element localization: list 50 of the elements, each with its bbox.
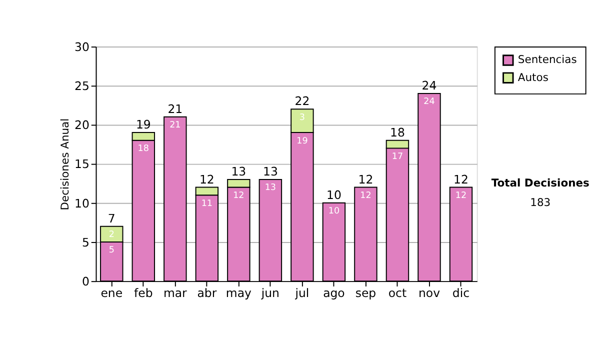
y-tick-label: 20 — [74, 118, 90, 132]
data-label: 12 — [455, 191, 467, 202]
total-label: 10 — [326, 188, 342, 202]
total-label: 12 — [358, 172, 374, 186]
x-tick-label: oct — [388, 286, 407, 300]
y-tick-label: 25 — [74, 79, 90, 94]
x-tick-label: abr — [197, 286, 217, 300]
data-label: 18 — [138, 144, 149, 154]
data-label: 13 — [264, 183, 276, 194]
total-label: 21 — [168, 102, 183, 116]
data-label: 10 — [328, 206, 340, 217]
data-label: 3 — [299, 112, 305, 123]
x-tick-label: ene — [100, 286, 123, 300]
x-tick-label: dic — [452, 286, 470, 300]
y-tick-label: 0 — [82, 274, 90, 288]
x-tick-label: may — [226, 286, 252, 300]
legend-label: Sentencias — [518, 53, 578, 66]
text: Total Decisiones — [491, 176, 590, 190]
x-tick-label: mar — [163, 286, 188, 300]
data-label: 12 — [360, 191, 372, 202]
y-tick-label: 10 — [74, 196, 90, 210]
x-tick-label: jun — [260, 286, 280, 300]
total-label: 18 — [390, 125, 405, 140]
data-label: 19 — [296, 136, 308, 146]
legend-label: Autos — [518, 70, 549, 84]
data-label: 5 — [108, 246, 114, 256]
total-label: 12 — [454, 172, 468, 186]
y-tick-label: 30 — [74, 40, 90, 54]
y-axis-title: Decisiones Anual — [58, 118, 72, 210]
data-label: 2 — [108, 230, 114, 240]
total-label: 7 — [108, 211, 116, 226]
x-tick-label: sep — [355, 286, 376, 300]
total-label: 13 — [231, 164, 246, 179]
total-label: 13 — [262, 164, 278, 179]
total-label: 22 — [294, 94, 310, 108]
y-tick-label: 15 — [74, 157, 90, 172]
text: 183 — [530, 196, 551, 209]
x-tick-label: jul — [294, 286, 310, 300]
data-label: 21 — [170, 120, 181, 131]
data-label: 12 — [233, 191, 244, 202]
x-tick-label: nov — [418, 286, 440, 300]
data-label: 17 — [392, 152, 404, 162]
x-tick-label: ago — [323, 286, 345, 300]
y-tick-label: 5 — [82, 235, 90, 250]
data-label: 11 — [201, 198, 213, 209]
data-label: 24 — [424, 97, 436, 108]
total-label: 19 — [136, 118, 151, 132]
x-tick-label: feb — [134, 286, 153, 300]
total-label: 12 — [199, 172, 214, 186]
total-label: 24 — [422, 78, 437, 93]
